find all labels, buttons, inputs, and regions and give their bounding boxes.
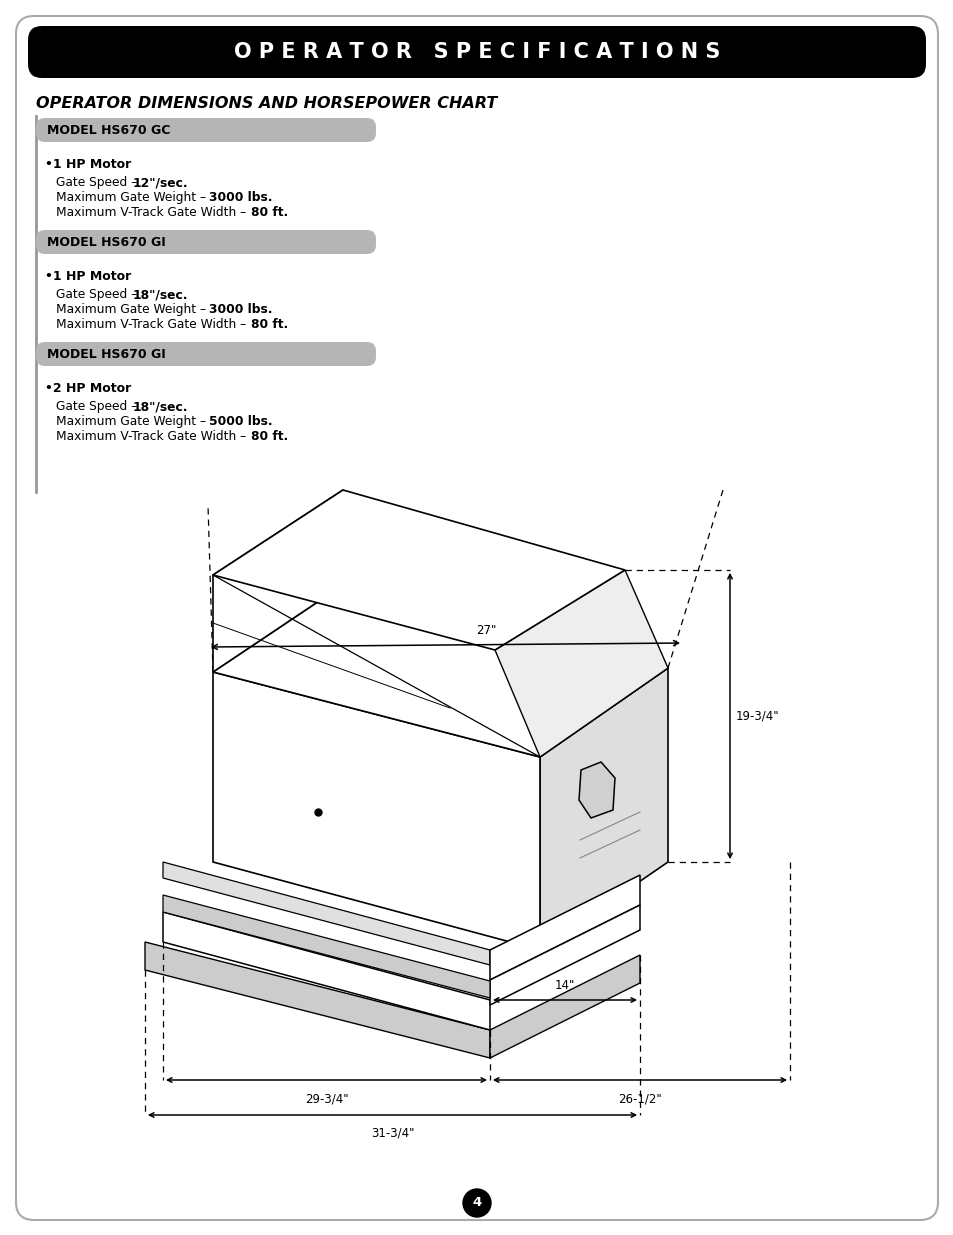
Polygon shape — [578, 762, 615, 818]
Polygon shape — [490, 905, 639, 1005]
Text: •2 HP Motor: •2 HP Motor — [45, 382, 132, 395]
Text: 26-1/2": 26-1/2" — [618, 1092, 661, 1105]
Polygon shape — [490, 955, 639, 1058]
Text: 29-3/4": 29-3/4" — [304, 1092, 348, 1105]
Text: •1 HP Motor: •1 HP Motor — [45, 158, 132, 170]
Text: MODEL HS670 GI: MODEL HS670 GI — [47, 236, 166, 248]
Text: Maximum Gate Weight –: Maximum Gate Weight – — [56, 415, 210, 429]
FancyBboxPatch shape — [36, 230, 375, 254]
Polygon shape — [213, 490, 343, 672]
Text: 80 ft.: 80 ft. — [251, 430, 288, 443]
Circle shape — [462, 1189, 491, 1216]
Text: 27": 27" — [476, 624, 496, 637]
FancyBboxPatch shape — [36, 119, 375, 142]
Text: Maximum V-Track Gate Width –: Maximum V-Track Gate Width – — [56, 206, 250, 219]
Text: 18"/sec.: 18"/sec. — [132, 288, 189, 301]
Text: Maximum Gate Weight –: Maximum Gate Weight – — [56, 191, 210, 204]
Polygon shape — [539, 668, 667, 950]
Text: 3000 lbs.: 3000 lbs. — [209, 303, 273, 316]
Text: Maximum V-Track Gate Width –: Maximum V-Track Gate Width – — [56, 317, 250, 331]
Polygon shape — [213, 490, 624, 650]
FancyBboxPatch shape — [16, 16, 937, 1220]
Polygon shape — [495, 571, 667, 757]
Text: 3000 lbs.: 3000 lbs. — [209, 191, 273, 204]
Polygon shape — [145, 942, 490, 1058]
Text: 5000 lbs.: 5000 lbs. — [209, 415, 273, 429]
Polygon shape — [213, 585, 667, 757]
Polygon shape — [163, 895, 490, 998]
Text: MODEL HS670 GI: MODEL HS670 GI — [47, 347, 166, 361]
Text: 18"/sec.: 18"/sec. — [132, 400, 189, 412]
Text: 31-3/4": 31-3/4" — [371, 1128, 414, 1140]
Text: 4: 4 — [472, 1197, 481, 1209]
Text: Maximum Gate Weight –: Maximum Gate Weight – — [56, 303, 210, 316]
Text: Gate Speed –: Gate Speed – — [56, 177, 141, 189]
Polygon shape — [490, 876, 639, 981]
Text: 80 ft.: 80 ft. — [251, 206, 288, 219]
Text: 14": 14" — [555, 979, 575, 992]
Text: •1 HP Motor: •1 HP Motor — [45, 270, 132, 283]
FancyBboxPatch shape — [28, 26, 925, 78]
Polygon shape — [163, 911, 490, 1030]
Text: Gate Speed –: Gate Speed – — [56, 288, 141, 301]
Text: 19-3/4": 19-3/4" — [735, 709, 779, 722]
FancyBboxPatch shape — [36, 342, 375, 366]
Text: Maximum V-Track Gate Width –: Maximum V-Track Gate Width – — [56, 430, 250, 443]
Text: Gate Speed –: Gate Speed – — [56, 400, 141, 412]
Text: OPERATOR DIMENSIONS AND HORSEPOWER CHART: OPERATOR DIMENSIONS AND HORSEPOWER CHART — [36, 96, 497, 111]
Polygon shape — [213, 672, 539, 950]
Text: 12"/sec.: 12"/sec. — [132, 177, 189, 189]
Text: 80 ft.: 80 ft. — [251, 317, 288, 331]
Text: MODEL HS670 GC: MODEL HS670 GC — [47, 124, 171, 137]
Polygon shape — [163, 862, 490, 965]
Text: O P E R A T O R   S P E C I F I C A T I O N S: O P E R A T O R S P E C I F I C A T I O … — [233, 42, 720, 62]
